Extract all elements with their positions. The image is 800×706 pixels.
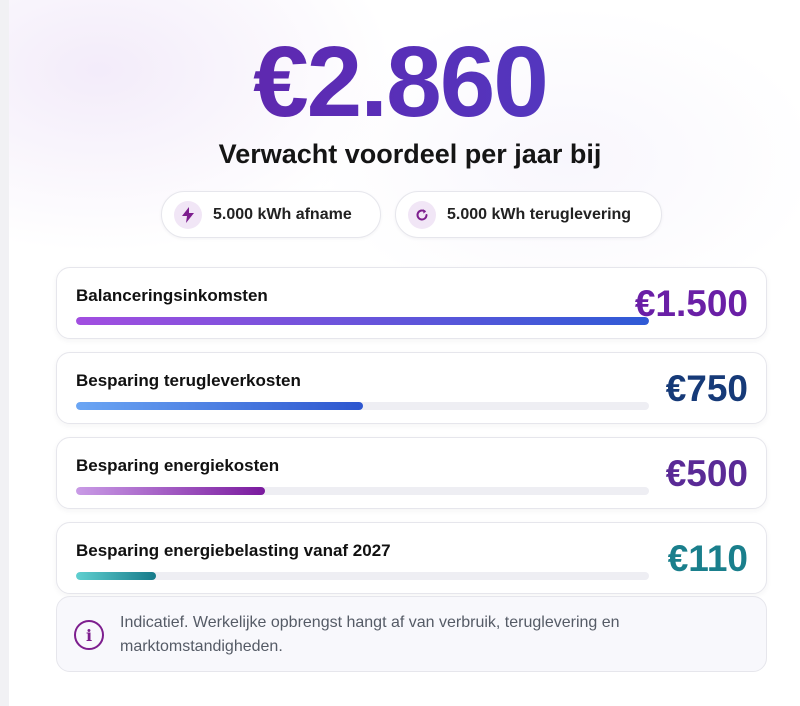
consumption-pill-label: 5.000 kWh afname <box>213 205 352 223</box>
savings-progress-fill <box>76 487 266 495</box>
savings-card-value: €1.500 <box>634 283 748 324</box>
savings-progress-track <box>76 402 649 410</box>
savings-card-value: €110 <box>667 538 748 579</box>
consumption-pill: 5.000 kWh afname <box>161 191 381 238</box>
savings-card-label: Besparing energiekosten <box>76 456 280 475</box>
left-edge-strip <box>0 0 9 706</box>
feed-in-pill-label: 5.000 kWh teruglevering <box>447 205 632 223</box>
total-savings-subtitle: Verwacht voordeel per jaar bij <box>218 139 602 169</box>
savings-card-energy-tax: Besparing energiebelasting vanaf 2027 €1… <box>56 522 767 594</box>
info-icon: i <box>74 620 104 650</box>
savings-progress-track <box>76 317 649 325</box>
disclaimer-text: Indicatief. Werkelijke opbrengst hangt a… <box>120 614 620 655</box>
savings-card-balancing: Balanceringsinkomsten €1.500 <box>56 267 767 339</box>
savings-progress-fill <box>76 572 157 580</box>
savings-card-energy-costs: Besparing energiekosten €500 <box>56 437 767 509</box>
disclaimer-note: i Indicatief. Werkelijke opbrengst hangt… <box>56 596 767 672</box>
savings-progress-track <box>76 572 649 580</box>
refresh-icon <box>408 200 436 229</box>
savings-card-feed-in-costs: Besparing terugleverkosten €750 <box>56 352 767 424</box>
savings-progress-track <box>76 487 649 495</box>
savings-progress-fill <box>76 317 649 325</box>
savings-progress-fill <box>76 402 363 410</box>
savings-card-value: €750 <box>665 368 748 409</box>
savings-card-label: Balanceringsinkomsten <box>76 286 268 305</box>
lightning-bolt-icon <box>174 200 202 229</box>
savings-card-value: €500 <box>665 453 748 494</box>
total-savings-amount: €2.860 <box>0 22 800 142</box>
feed-in-pill: 5.000 kWh teruglevering <box>395 191 662 238</box>
savings-card-label: Besparing terugleverkosten <box>76 371 301 390</box>
savings-card-label: Besparing energiebelasting vanaf 2027 <box>76 541 391 560</box>
